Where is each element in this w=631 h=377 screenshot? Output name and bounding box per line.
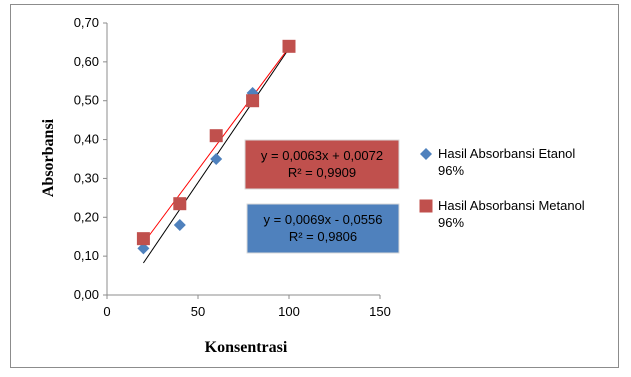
y-tick-label: 0,70 [74, 15, 99, 30]
data-points [136, 39, 296, 255]
data-point-series-1 [137, 242, 150, 255]
legend-label-series-1: 96% [438, 163, 464, 178]
x-tick-label: 0 [103, 304, 110, 319]
x-tick-label: 150 [369, 304, 391, 319]
legend-marker-series-1 [420, 148, 432, 160]
y-axis-ticks: 0,00 0,10 0,20 0,30 0,40 0,50 0,60 0,70 [74, 15, 107, 302]
x-tick-label: 100 [278, 304, 300, 319]
x-axis-title: Konsentrasi [205, 339, 288, 356]
y-tick-label: 0,20 [74, 209, 99, 224]
y-tick-label: 0,60 [74, 54, 99, 69]
y-tick-label: 0,30 [74, 170, 99, 185]
equation-box-series-2 [244, 139, 400, 190]
y-axis-title: Absorbansi [40, 118, 57, 197]
y-tick-label: 0,40 [74, 132, 99, 147]
r-squared-value: R² = 0,9806 [289, 229, 357, 244]
trendline-equation: y = 0,0063x + 0,0072 [261, 148, 383, 163]
data-point-series-2 [246, 94, 260, 108]
data-point-series-2 [282, 39, 296, 53]
legend-marker-series-2 [419, 199, 433, 213]
equation-box-series-1 [246, 203, 400, 254]
trendline-equation: y = 0,0069x - 0,0556 [264, 212, 383, 227]
data-point-series-2 [209, 129, 223, 143]
y-tick-label: 0,00 [74, 287, 99, 302]
r-squared-value: R² = 0,9909 [288, 165, 356, 180]
equation-boxes: y = 0,0063x + 0,0072 R² = 0,9909 y = 0,006… [244, 139, 400, 254]
x-tick-label: 50 [191, 304, 205, 319]
legend-label-series-2: Hasil Absorbansi Metanol [438, 198, 585, 213]
data-point-series-2 [136, 232, 150, 246]
legend: Hasil Absorbansi Etanol 96% Hasil Absorban… [419, 146, 585, 230]
trendline-series-2 [142, 47, 290, 244]
y-tick-label: 0,10 [74, 248, 99, 263]
data-point-series-2 [173, 197, 187, 211]
data-point-series-1 [210, 153, 223, 165]
y-tick-label: 0,50 [74, 93, 99, 108]
legend-label-series-1: Hasil Absorbansi Etanol [438, 146, 575, 161]
x-axis-ticks: 0 50 100 150 [103, 295, 391, 319]
data-point-series-1 [173, 219, 186, 232]
legend-label-series-2: 96% [438, 215, 464, 230]
